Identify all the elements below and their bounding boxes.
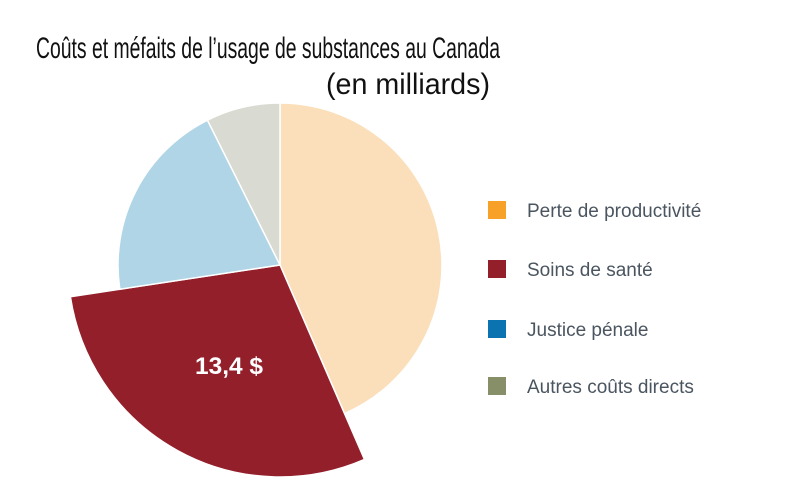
- legend-swatch: [488, 377, 506, 395]
- pie-slice-3: [206, 102, 281, 266]
- chart-title: Coûts et méfaits de l’usage de substance…: [36, 32, 500, 65]
- legend-swatch: [488, 260, 506, 278]
- pie-slice-0: [279, 102, 443, 415]
- legend-swatch: [488, 201, 506, 219]
- chart-subtitle: (en milliards): [326, 68, 490, 101]
- legend: Perte de productivité Soins de santé Justi…: [488, 201, 701, 398]
- legend-item: Perte de productivité: [488, 201, 701, 222]
- legend-item: Soins de santé: [488, 260, 653, 281]
- legend-label: Perte de productivité: [527, 201, 701, 222]
- legend-swatch: [488, 320, 506, 338]
- pie-slices: [69, 102, 443, 478]
- legend-label: Autres coûts directs: [527, 377, 694, 398]
- legend-item: Autres coûts directs: [488, 377, 694, 398]
- legend-label: Justice pénale: [527, 320, 648, 341]
- pie-slice-1: [69, 264, 366, 478]
- legend-item: Justice pénale: [488, 320, 648, 341]
- pie-slice-2: [117, 119, 282, 291]
- legend-label: Soins de santé: [527, 260, 653, 281]
- data-label-soins-de-sante: 13,4 $: [195, 353, 264, 380]
